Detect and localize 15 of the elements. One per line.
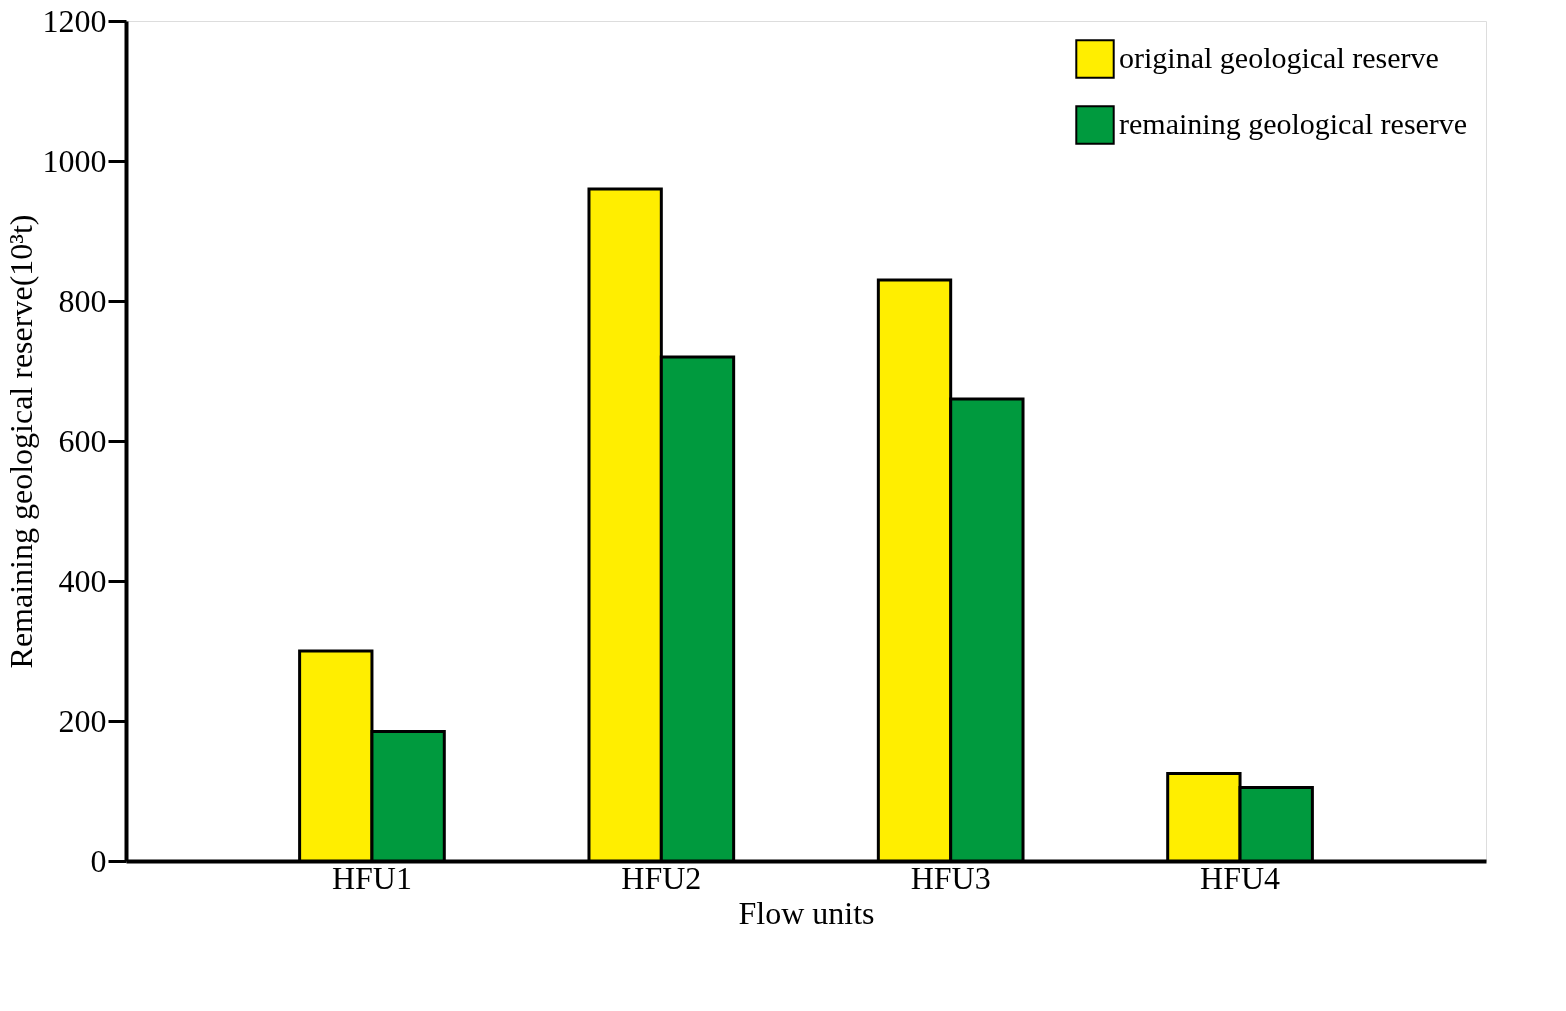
legend-label: remaining geological reserve bbox=[1119, 107, 1468, 140]
legend-label: original geological reserve bbox=[1119, 41, 1439, 74]
y-tick-label: 0 bbox=[90, 842, 107, 879]
y-tick-label: 1000 bbox=[42, 142, 107, 179]
x-tick-label: HFU2 bbox=[621, 859, 702, 896]
x-tick-label: HFU3 bbox=[910, 859, 991, 896]
y-axis-title: Remaining geological reserve(10³t) bbox=[2, 214, 39, 669]
x-tick-label: HFU4 bbox=[1200, 859, 1281, 896]
x-axis-title: Flow units bbox=[738, 894, 875, 931]
y-tick-label: 200 bbox=[58, 702, 107, 739]
y-tick-label: 800 bbox=[58, 282, 107, 319]
y-tick-label: 400 bbox=[58, 562, 107, 599]
x-tick-label: HFU1 bbox=[331, 859, 412, 896]
y-tick-label: 600 bbox=[58, 422, 107, 459]
y-tick-label: 1200 bbox=[42, 2, 107, 39]
